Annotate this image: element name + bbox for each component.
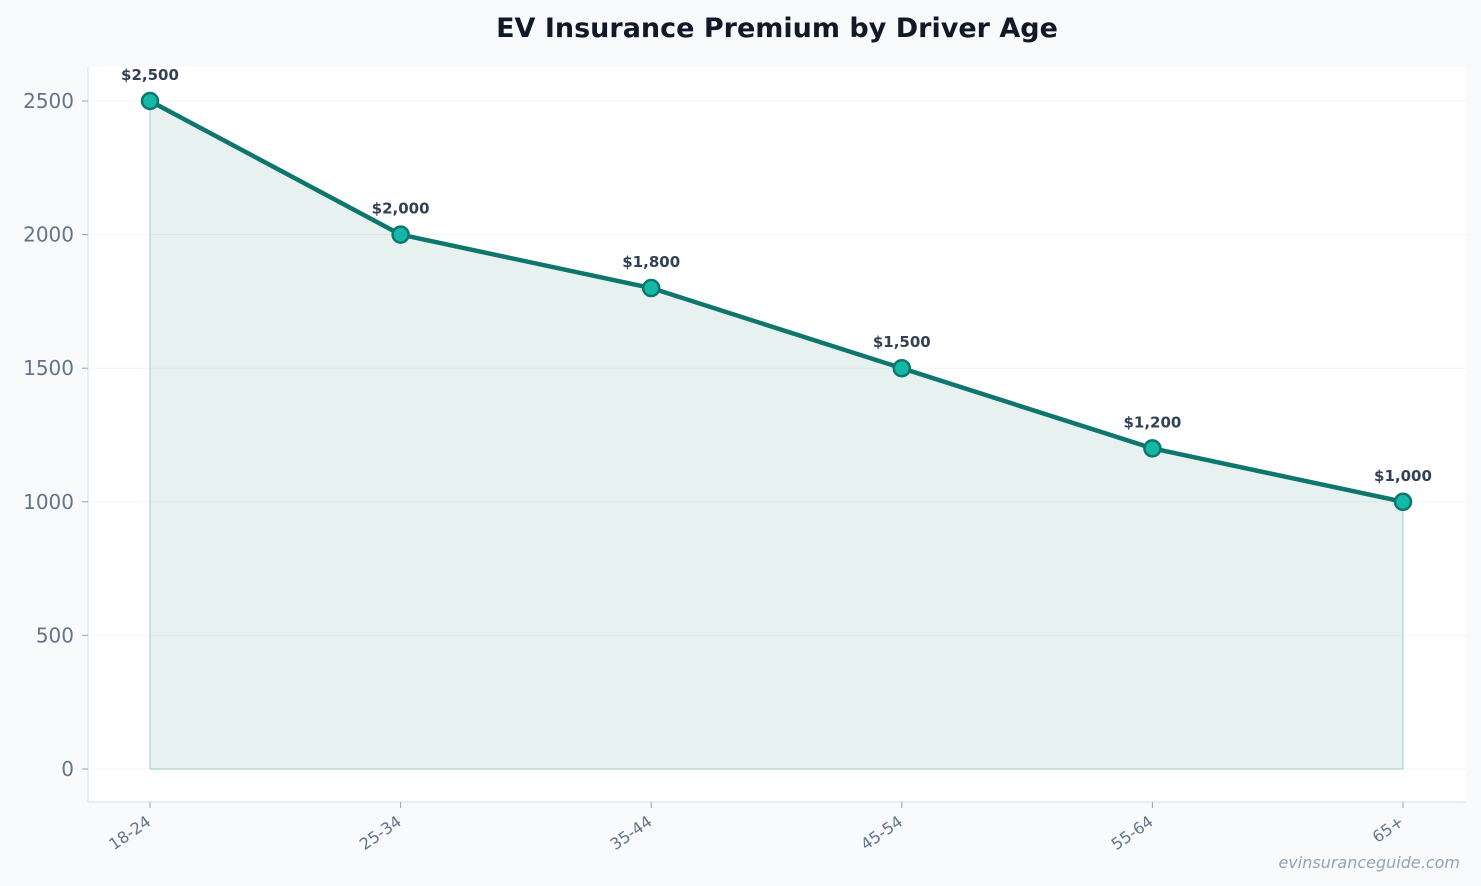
data-label: $1,200 bbox=[1123, 413, 1181, 431]
area-fill bbox=[150, 101, 1403, 769]
area-edges bbox=[149, 101, 1404, 770]
data-label: $2,500 bbox=[121, 66, 179, 84]
y-tick-label: 1000 bbox=[23, 490, 74, 514]
data-point-45-54[interactable] bbox=[892, 358, 912, 378]
y-tick-label: 2500 bbox=[23, 89, 74, 113]
y-tick-label: 2000 bbox=[23, 223, 74, 247]
y-tick-label: 1500 bbox=[23, 356, 74, 380]
watermark: evinsuranceguide.com bbox=[1278, 853, 1460, 872]
data-label: $1,000 bbox=[1374, 467, 1432, 485]
data-point-35-44[interactable] bbox=[641, 278, 661, 298]
data-label: $1,500 bbox=[873, 333, 931, 351]
data-point-55-64[interactable] bbox=[1143, 439, 1162, 458]
y-tick-label: 500 bbox=[36, 623, 74, 647]
chart-title: EV Insurance Premium by Driver Age bbox=[496, 13, 1058, 44]
data-labels: $2,500 $2,000 $1,800 $1,500 $1,200 $1,000 bbox=[121, 66, 1432, 485]
y-tick-label: 0 bbox=[61, 757, 74, 781]
data-point-18-24[interactable] bbox=[140, 91, 160, 111]
series-line bbox=[147, 98, 1406, 505]
data-label: $1,800 bbox=[622, 253, 680, 271]
data-points bbox=[140, 91, 1413, 512]
data-label: $2,000 bbox=[372, 200, 430, 218]
data-point-65+[interactable] bbox=[1393, 492, 1413, 512]
data-point-25-34[interactable] bbox=[391, 225, 410, 244]
